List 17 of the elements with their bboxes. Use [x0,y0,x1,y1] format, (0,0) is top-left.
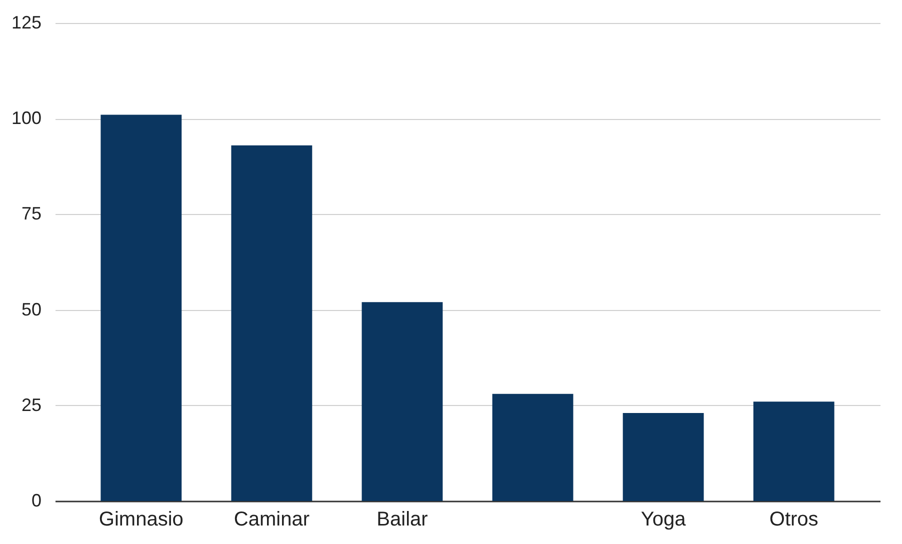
x-tick-label: Otros [769,508,818,530]
bar [100,114,182,501]
y-tick-label: 0 [31,490,42,510]
bar [753,402,834,501]
y-tick-label: 125 [11,12,42,32]
y-tick-label: 50 [21,299,42,320]
x-tick-label: Caminar [234,508,310,530]
x-tick-label: Yoga [640,508,687,530]
y-tick-label: 75 [21,204,42,224]
x-tick-label: Gimnasio [98,508,184,530]
bar [492,394,574,501]
x-tick-label: Bailar [376,508,428,530]
y-tick-label: 100 [11,108,42,128]
bar [622,413,704,501]
bar [231,145,312,501]
bar [362,302,443,501]
y-tick-label: 25 [21,394,42,415]
